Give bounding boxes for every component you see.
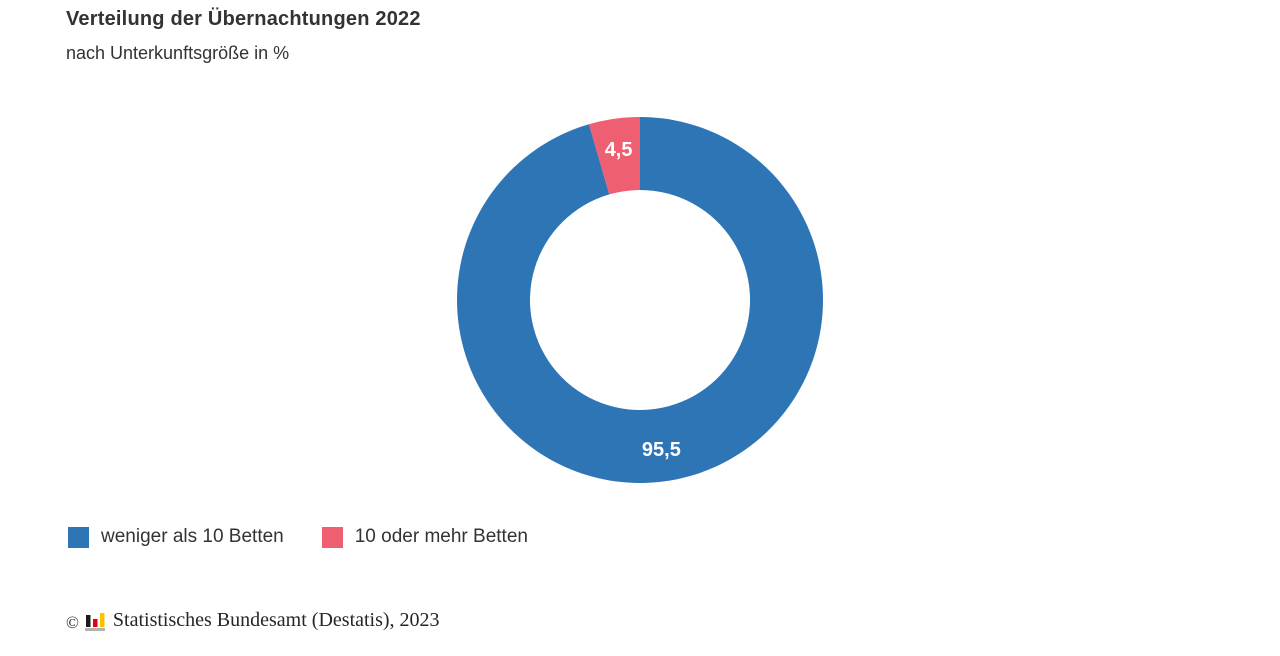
slice-label-0: 95,5 [642,439,681,461]
donut-slice-0 [457,117,824,483]
chart-header: Verteilung der Übernachtungen 2022 nach … [66,8,421,64]
legend-item-10-oder-mehr-betten: 10 oder mehr Betten [321,526,528,548]
donut-chart: 95,5 4,5 [438,98,842,502]
chart-title: Verteilung der Übernachtungen 2022 [66,8,421,30]
donut-slice-1 [588,117,640,195]
donut-chart-svg: 95,5 4,5 [457,117,824,483]
legend-swatch-pink [321,526,343,548]
legend-item-weniger-als-10-betten: weniger als 10 Betten [68,526,284,548]
copyright-symbol: © [66,612,79,632]
legend-label: 10 oder mehr Betten [354,526,528,547]
chart-subtitle: nach Unterkunftsgröße in % [66,43,290,63]
source-line: © Statistisches Bundesamt (Destatis), 20… [66,609,440,632]
chart-legend: weniger als 10 Betten 10 oder mehr Bette… [68,526,528,548]
legend-label: weniger als 10 Betten [101,526,284,547]
source-text: Statistisches Bundesamt (Destatis), 2023 [112,609,440,631]
legend-swatch-blue [68,526,89,548]
slice-label-1: 4,5 [605,139,633,161]
destatis-bar-chart-logo-icon [84,613,105,631]
